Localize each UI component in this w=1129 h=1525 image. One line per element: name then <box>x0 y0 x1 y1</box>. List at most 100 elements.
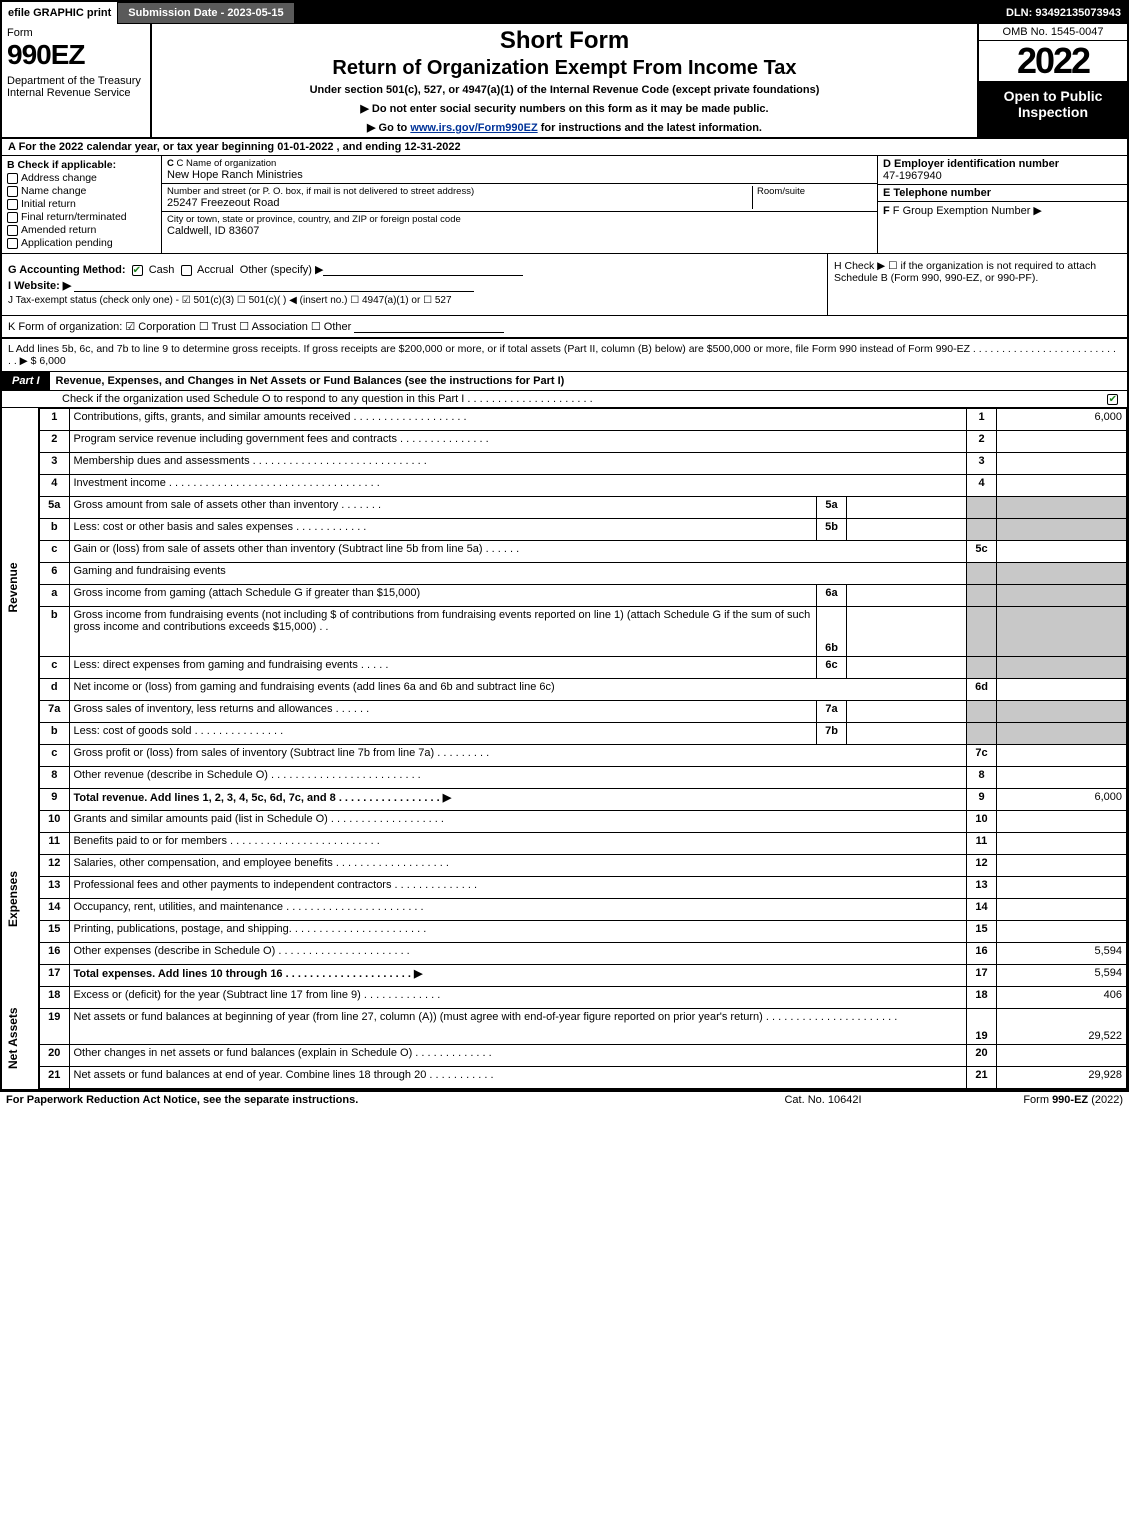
line-12: 12 Salaries, other compensation, and emp… <box>2 855 1127 877</box>
l7a-sl: 7a <box>817 701 847 723</box>
part-i-sub-text: Check if the organization used Schedule … <box>62 393 1091 405</box>
f-label: F Group Exemption Number ▶ <box>893 205 1042 217</box>
b-item-2: Initial return <box>21 198 76 210</box>
footer-left: For Paperwork Reduction Act Notice, see … <box>6 1094 723 1106</box>
l10-desc: Grants and similar amounts paid (list in… <box>69 811 967 833</box>
irs-link[interactable]: www.irs.gov/Form990EZ <box>410 122 537 134</box>
l16-num: 16 <box>39 943 69 965</box>
l19-rnum: 19 <box>967 1009 997 1045</box>
chk-name-change[interactable] <box>7 186 18 197</box>
l6b-sl: 6b <box>817 607 847 657</box>
l5a-desc: Gross amount from sale of assets other t… <box>69 497 817 519</box>
i-label: I Website: ▶ <box>8 280 71 292</box>
l5b-num: b <box>39 519 69 541</box>
l16-val: 5,594 <box>997 943 1127 965</box>
l21-desc: Net assets or fund balances at end of ye… <box>69 1067 967 1089</box>
l12-val <box>997 855 1127 877</box>
line-7a: 7a Gross sales of inventory, less return… <box>2 701 1127 723</box>
chk-schedule-o-parti[interactable] <box>1107 394 1118 405</box>
chk-accrual[interactable] <box>181 265 192 276</box>
l21-num: 21 <box>39 1067 69 1089</box>
l4-val <box>997 475 1127 497</box>
row-k: K Form of organization: ☑ Corporation ☐ … <box>2 316 1127 339</box>
l6-rnum <box>967 563 997 585</box>
l17-val: 5,594 <box>997 965 1127 987</box>
l21-rnum: 21 <box>967 1067 997 1089</box>
l9-rnum: 9 <box>967 789 997 811</box>
chk-cash[interactable] <box>132 265 143 276</box>
l2-val <box>997 431 1127 453</box>
l21-val: 29,928 <box>997 1067 1127 1089</box>
l12-desc: Salaries, other compensation, and employ… <box>69 855 967 877</box>
l3-num: 3 <box>39 453 69 475</box>
g-accrual: Accrual <box>197 264 234 276</box>
l6d-val <box>997 679 1127 701</box>
l14-desc: Occupancy, rent, utilities, and maintena… <box>69 899 967 921</box>
l5b-sl: 5b <box>817 519 847 541</box>
g-other-input[interactable] <box>323 263 523 276</box>
line-1: Revenue 1 Contributions, gifts, grants, … <box>2 409 1127 431</box>
l18-num: 18 <box>39 987 69 1009</box>
k-other-input[interactable] <box>354 320 504 333</box>
sidelabel-revenue: Revenue <box>2 409 39 767</box>
part-i-header: Part I Revenue, Expenses, and Changes in… <box>2 372 1127 391</box>
l5a-sv <box>847 497 967 519</box>
e-label: E Telephone number <box>883 187 1122 199</box>
line-8: 8 Other revenue (describe in Schedule O)… <box>2 767 1127 789</box>
l6c-val <box>997 657 1127 679</box>
chk-amended-return[interactable] <box>7 225 18 236</box>
l5c-desc: Gain or (loss) from sale of assets other… <box>69 541 967 563</box>
l6b-val <box>997 607 1127 657</box>
b-item-4: Amended return <box>21 224 96 236</box>
c-room-label: Room/suite <box>757 186 872 197</box>
l17-desc: Total expenses. Add lines 10 through 16 … <box>69 965 967 987</box>
website-input[interactable] <box>74 279 474 292</box>
l6d-rnum: 6d <box>967 679 997 701</box>
l6b-rnum <box>967 607 997 657</box>
chk-final-return[interactable] <box>7 212 18 223</box>
l9-desc: Total revenue. Add lines 1, 2, 3, 4, 5c,… <box>69 789 967 811</box>
chk-application-pending[interactable] <box>7 238 18 249</box>
l17-num: 17 <box>39 965 69 987</box>
l6c-num: c <box>39 657 69 679</box>
l17-rnum: 17 <box>967 965 997 987</box>
line-6d: d Net income or (loss) from gaming and f… <box>2 679 1127 701</box>
footer: For Paperwork Reduction Act Notice, see … <box>0 1091 1129 1108</box>
l6-num: 6 <box>39 563 69 585</box>
tax-year: 2022 <box>979 41 1127 82</box>
line-3: 3 Membership dues and assessments . . . … <box>2 453 1127 475</box>
l5a-num: 5a <box>39 497 69 519</box>
chk-address-change[interactable] <box>7 173 18 184</box>
l7a-num: 7a <box>39 701 69 723</box>
c-name-label: C Name of organization <box>177 158 277 169</box>
line-18: Net Assets 18 Excess or (deficit) for th… <box>2 987 1127 1009</box>
section-def: D Employer identification number 47-1967… <box>877 156 1127 253</box>
note2-post: for instructions and the latest informat… <box>538 122 762 134</box>
l14-num: 14 <box>39 899 69 921</box>
c-city-label: City or town, state or province, country… <box>167 214 872 225</box>
l15-desc: Printing, publications, postage, and shi… <box>69 921 967 943</box>
part-i-tag: Part I <box>2 372 50 390</box>
l18-desc: Excess or (deficit) for the year (Subtra… <box>69 987 967 1009</box>
l2-num: 2 <box>39 431 69 453</box>
b-item-3: Final return/terminated <box>21 211 127 223</box>
footer-center: Cat. No. 10642I <box>723 1094 923 1106</box>
l13-num: 13 <box>39 877 69 899</box>
line-6a: a Gross income from gaming (attach Sched… <box>2 585 1127 607</box>
l11-num: 11 <box>39 833 69 855</box>
l7b-num: b <box>39 723 69 745</box>
l10-num: 10 <box>39 811 69 833</box>
l6c-sv <box>847 657 967 679</box>
l6-desc: Gaming and fundraising events <box>69 563 967 585</box>
l1-num: 1 <box>39 409 69 431</box>
l13-rnum: 13 <box>967 877 997 899</box>
l20-val <box>997 1045 1127 1067</box>
efile-print[interactable]: efile GRAPHIC print <box>2 2 117 24</box>
section-h: H Check ▶ ☐ if the organization is not r… <box>827 254 1127 315</box>
g-cash: Cash <box>149 264 175 276</box>
l10-val <box>997 811 1127 833</box>
line-13: 13 Professional fees and other payments … <box>2 877 1127 899</box>
chk-initial-return[interactable] <box>7 199 18 210</box>
title-short: Short Form <box>160 27 969 55</box>
dln: DLN: 93492135073943 <box>1000 2 1127 24</box>
